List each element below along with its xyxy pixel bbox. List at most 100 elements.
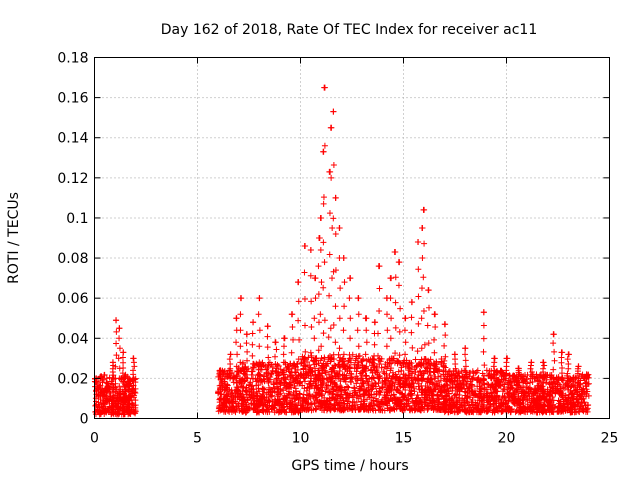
data-point [264, 409, 271, 416]
data-point [233, 339, 240, 346]
data-point [533, 409, 540, 416]
data-point [301, 406, 308, 413]
data-point [528, 359, 535, 366]
data-point [528, 368, 535, 375]
y-axis-label: ROTI / TECUs [6, 192, 22, 284]
data-point [259, 398, 266, 405]
data-point [534, 392, 541, 399]
data-point [345, 358, 352, 365]
data-point [116, 345, 123, 352]
data-point [341, 400, 348, 407]
data-point [437, 373, 444, 380]
data-point [237, 390, 244, 397]
data-point [359, 357, 366, 364]
data-point [332, 230, 339, 237]
data-point [340, 351, 347, 358]
data-point [277, 388, 284, 395]
data-point [250, 375, 257, 382]
data-point [124, 403, 131, 410]
data-point [433, 406, 440, 413]
data-point [376, 308, 383, 315]
data-point [551, 380, 558, 387]
data-point [264, 333, 271, 340]
data-point [427, 400, 434, 407]
data-point [528, 386, 535, 393]
data-point [462, 369, 469, 376]
data-point [539, 408, 546, 415]
data-point [100, 400, 107, 407]
data-point [575, 408, 582, 415]
data-point [397, 396, 404, 403]
data-point [339, 362, 346, 369]
data-point [319, 384, 326, 391]
data-point [507, 386, 514, 393]
data-point [579, 400, 586, 407]
x-axis-ticks: 0 5 10 15 20 25 [90, 57, 618, 447]
data-point [312, 365, 319, 372]
data-point [548, 405, 555, 412]
data-point [446, 373, 453, 380]
data-point [303, 372, 310, 379]
data-point [300, 362, 307, 369]
data-point [462, 357, 469, 364]
data-point [227, 351, 234, 358]
data-point [353, 364, 360, 371]
data-point [301, 322, 308, 329]
data-point [340, 360, 347, 367]
data-point [492, 386, 499, 393]
data-point [237, 359, 244, 366]
data-point [529, 379, 536, 386]
data-point [550, 401, 557, 408]
data-point [332, 339, 339, 346]
data-point [446, 367, 453, 374]
data-point [120, 364, 127, 371]
y-tick-label: 0 [80, 412, 89, 428]
data-point [290, 336, 297, 343]
data-point [308, 298, 315, 305]
data-point [355, 311, 362, 318]
data-point [421, 370, 428, 377]
data-point [394, 359, 401, 366]
data-point [280, 343, 287, 350]
data-point [326, 397, 333, 404]
data-point [264, 364, 271, 371]
data-point [306, 385, 313, 392]
data-point [368, 366, 375, 373]
data-point [402, 363, 409, 370]
data-point [242, 399, 249, 406]
data-point [322, 388, 329, 395]
data-point [341, 387, 348, 394]
data-point [574, 391, 581, 398]
data-point [540, 359, 547, 366]
data-point [244, 357, 251, 364]
data-point [419, 405, 426, 412]
data-point [330, 108, 337, 115]
data-point [292, 395, 299, 402]
data-point [295, 279, 302, 286]
data-point [224, 396, 231, 403]
data-point [520, 378, 527, 385]
data-point [226, 356, 233, 363]
data-point [464, 399, 471, 406]
data-point [128, 406, 135, 413]
data-point [386, 396, 393, 403]
data-point [130, 355, 137, 362]
data-point [293, 388, 300, 395]
data-point [394, 400, 401, 407]
data-point [270, 379, 277, 386]
data-point [280, 367, 287, 374]
data-point [125, 407, 132, 414]
data-point [558, 354, 565, 361]
data-point [301, 295, 308, 302]
data-point [396, 375, 403, 382]
data-point [431, 336, 438, 343]
data-point [256, 363, 263, 370]
data-point [108, 409, 115, 416]
data-point [118, 411, 125, 418]
data-point [442, 364, 449, 371]
data-point [318, 214, 325, 221]
data-point [432, 324, 439, 331]
data-point [484, 408, 491, 415]
data-point [564, 407, 571, 414]
data-point [346, 275, 353, 282]
